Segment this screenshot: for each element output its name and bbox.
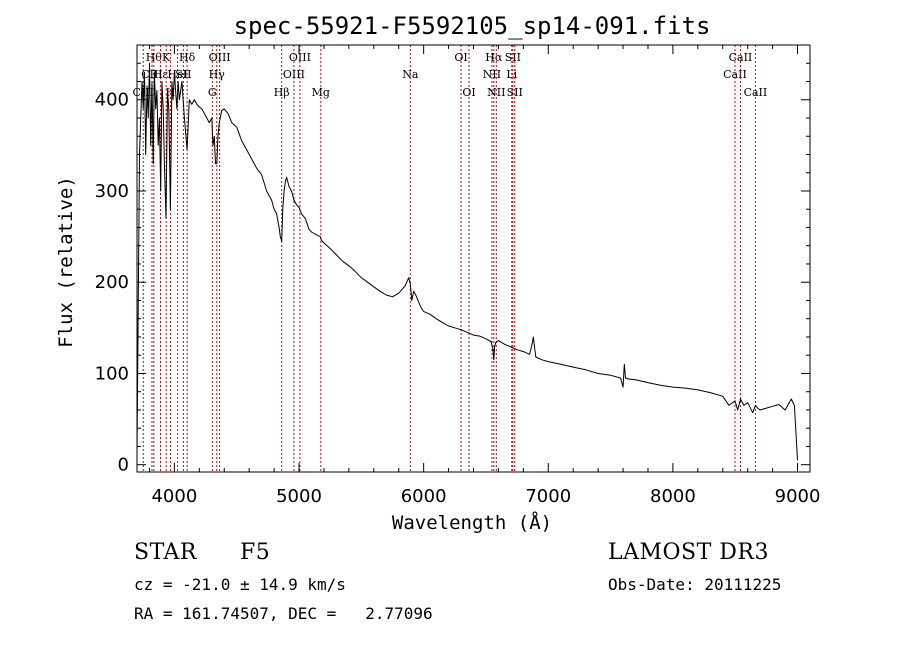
line-marker-label: OIII	[289, 51, 311, 64]
x-tick-label: 6000	[401, 486, 447, 507]
line-marker-label: Mg	[312, 86, 330, 99]
y-axis-label: Flux (relative)	[55, 176, 77, 348]
plot-frame	[136, 44, 811, 473]
line-marker-label: Hα	[485, 51, 503, 64]
x-axis: 4000 5000 6000 7000 8000 9000	[148, 45, 821, 507]
line-marker-label: SII	[505, 51, 521, 64]
flux-series	[136, 62, 798, 461]
line-marker-label: CaII	[744, 86, 768, 99]
y-tick-label: 300	[95, 181, 129, 202]
redshift-text: cz = -21.0 ± 14.9 km/s	[134, 575, 346, 594]
chart-title: spec-55921-F5592105_sp14-091.fits	[234, 12, 711, 40]
line-marker-label: Hγ	[209, 68, 226, 81]
survey-label: LAMOST DR3	[608, 540, 769, 565]
line-marker-label: HeI	[167, 68, 187, 81]
line-marker-label: NII	[483, 68, 501, 81]
y-tick-label: 100	[95, 363, 129, 384]
line-marker-label: SII	[507, 86, 523, 99]
line-marker-label: OI	[462, 86, 475, 99]
x-tick-label: 9000	[775, 486, 821, 507]
y-tick-label: 200	[95, 272, 129, 293]
line-marker-label: Hθ	[146, 51, 163, 64]
coordinates-text: RA = 161.74507, DEC = 2.77096	[134, 604, 433, 623]
x-tick-label: 4000	[151, 486, 197, 507]
line-marker-label: SII	[175, 68, 191, 81]
x-tick-label: 7000	[525, 486, 571, 507]
line-marker-label: OIII	[283, 68, 305, 81]
line-marker-label: K	[162, 51, 171, 64]
line-marker-label: CaII	[729, 51, 753, 64]
y-axis: 0 100 200 300 400	[95, 62, 810, 476]
y-tick-label: 0	[118, 455, 129, 476]
line-marker-label: Li	[506, 68, 517, 81]
line-marker-label: CaII	[723, 68, 747, 81]
subclass-label: F5	[240, 540, 271, 565]
line-marker-label: OIII	[209, 51, 231, 64]
line-marker-label: Hδ	[179, 51, 196, 64]
x-axis-label: Wavelength (Å)	[392, 511, 552, 534]
line-marker-label: H	[166, 86, 176, 99]
obs-date-text: Obs-Date: 20111225	[608, 575, 782, 594]
line-marker-label: CIII	[141, 68, 162, 81]
line-marker-label: Hβ	[274, 86, 290, 99]
line-marker-label: Na	[402, 68, 419, 81]
line-marker-label: OI	[454, 51, 467, 64]
y-tick-label: 400	[95, 90, 129, 111]
flux-line	[136, 62, 798, 461]
line-marker-label: G	[208, 86, 217, 99]
line-marker-label: Hε	[153, 68, 169, 81]
x-tick-label: 5000	[276, 486, 322, 507]
line-markers: CIIICIIIHθHεKHHeISIIHδGHγOIIIHβOIIIOIIIM…	[133, 45, 768, 472]
x-tick-label: 8000	[650, 486, 696, 507]
class-label: STAR	[134, 540, 197, 565]
line-marker-label: NII	[487, 86, 505, 99]
